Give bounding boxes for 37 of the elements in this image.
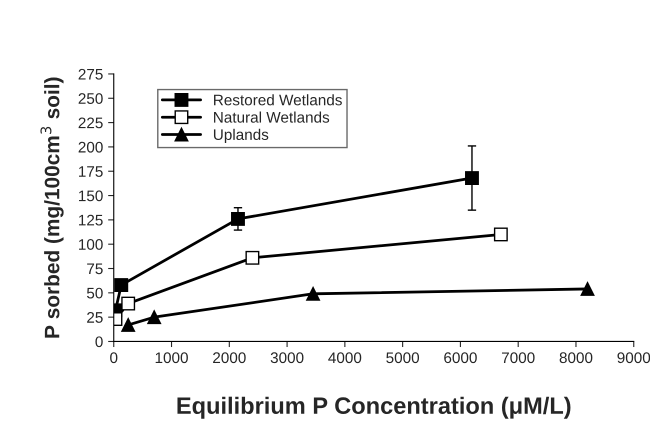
legend-label: Restored Wetlands — [214, 94, 342, 106]
legend-label: Uplands — [214, 128, 268, 144]
y-tick-label: 50 — [86, 288, 103, 299]
x-tick-label: 5000 — [386, 352, 420, 364]
x-axis-title: Equilibrium P Concentration (μM/L) — [177, 396, 570, 419]
point — [580, 282, 594, 296]
y-tick-label: 275 — [78, 68, 103, 80]
x-tick-label: 3000 — [270, 352, 304, 364]
y-tick-label: 175 — [79, 166, 103, 177]
y-tick-label: 75 — [87, 264, 103, 274]
y-axis-title: P sorbed (mg/100cm$^{3}$ soil) — [40, 78, 64, 338]
x-tick-label: 1000 — [156, 352, 188, 364]
y-tick-label: 25 — [87, 312, 103, 323]
point — [465, 171, 479, 185]
x-tick-label: 9000 — [617, 352, 650, 364]
y-tick-label: 100 — [79, 239, 103, 250]
point — [114, 278, 128, 292]
x-tick-label: 4000 — [328, 352, 362, 364]
y-tick-label: 250 — [78, 93, 103, 104]
x-tick-label: 6000 — [444, 352, 477, 364]
x-tick-label: 7000 — [502, 352, 535, 364]
y-tick-label: 0 — [95, 336, 103, 348]
point — [245, 250, 260, 265]
point — [121, 318, 136, 332]
x-tick-label: 8000 — [560, 352, 592, 364]
x-tick-label: 0 — [110, 352, 118, 364]
point — [306, 286, 320, 301]
y-tick-label: 125 — [79, 214, 103, 226]
point — [147, 310, 162, 324]
y-tick-label: 200 — [78, 142, 103, 153]
point — [121, 296, 136, 310]
point — [231, 212, 245, 226]
y-tick-label: 150 — [79, 190, 103, 202]
y-tick-label: 225 — [78, 117, 103, 128]
legend-label: Natural Wetlands — [214, 111, 330, 123]
x-tick-label: 2000 — [213, 352, 246, 364]
point — [494, 228, 508, 242]
